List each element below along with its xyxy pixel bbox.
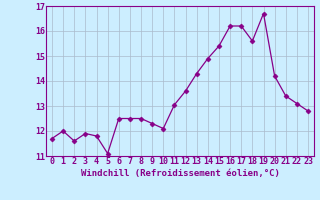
X-axis label: Windchill (Refroidissement éolien,°C): Windchill (Refroidissement éolien,°C) <box>81 169 279 178</box>
